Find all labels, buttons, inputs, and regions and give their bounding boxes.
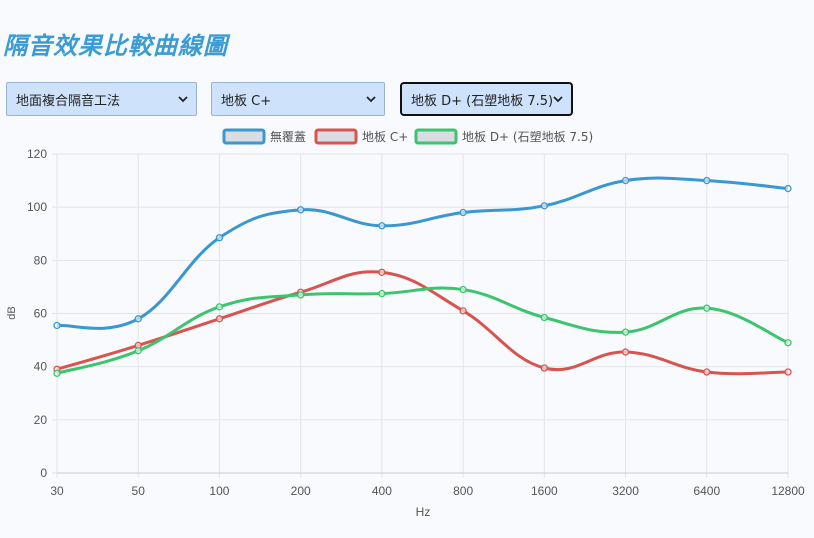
x-tick-label: 100 [209, 484, 229, 498]
data-point[interactable] [703, 368, 711, 376]
x-tick-label: 6400 [693, 484, 720, 498]
x-tick-label: 800 [453, 484, 473, 498]
compare-a-select-value: 地板 C+ [221, 93, 272, 109]
x-tick-label: 3200 [612, 484, 639, 498]
data-point[interactable] [540, 313, 548, 322]
y-axis-label: dB [6, 306, 18, 319]
data-point[interactable] [703, 176, 711, 185]
legend-item-2[interactable]: 地板 C+ [314, 128, 408, 145]
data-point[interactable] [134, 315, 142, 323]
x-tick-label: 30 [50, 484, 64, 498]
method-select[interactable]: 地面複合隔音工法 [6, 82, 197, 116]
data-point[interactable] [53, 321, 61, 330]
legend-item-3[interactable]: 地板 D+ (石塑地板 7.5) [414, 128, 593, 145]
x-tick-label: 50 [132, 484, 146, 498]
data-point[interactable] [459, 307, 467, 315]
x-tick-label: 1600 [531, 484, 558, 498]
data-point[interactable] [784, 184, 792, 193]
legend-swatch [414, 128, 458, 145]
data-point[interactable] [459, 208, 467, 217]
data-point[interactable] [297, 206, 305, 214]
chevron-down-icon [178, 96, 188, 103]
y-tick-label: 80 [34, 253, 48, 267]
x-axis-label: Hz [416, 505, 431, 519]
compare-b-select[interactable]: 地板 D+ (石塑地板 7.5) [400, 82, 573, 116]
series-line-2 [56, 270, 789, 376]
data-point[interactable] [378, 222, 386, 230]
y-tick-label: 120 [27, 147, 47, 161]
compare-a-select[interactable]: 地板 C+ [211, 82, 385, 116]
data-point[interactable] [540, 202, 548, 210]
data-point[interactable] [378, 289, 386, 298]
series-line-1 [56, 176, 789, 330]
legend-swatch [222, 128, 266, 145]
x-tick-label: 400 [372, 484, 392, 498]
data-point[interactable] [784, 368, 792, 376]
data-point[interactable] [53, 369, 61, 377]
data-point[interactable] [784, 339, 792, 347]
legend-swatch [314, 128, 358, 145]
compare-b-select-value: 地板 D+ (石塑地板 7.5) [411, 93, 553, 109]
y-tick-label: 20 [34, 413, 48, 427]
y-tick-label: 60 [34, 307, 48, 321]
page-title: 隔音效果比較曲線圖 [3, 32, 228, 60]
legend-label: 無覆蓋 [270, 129, 306, 144]
legend-label: 地板 D+ (石塑地板 7.5) [462, 129, 593, 144]
data-point[interactable] [621, 348, 630, 356]
data-point[interactable] [297, 291, 305, 299]
legend-label: 地板 C+ [362, 130, 408, 144]
y-tick-label: 100 [27, 200, 47, 214]
data-point[interactable] [703, 304, 711, 312]
legend-item-1[interactable]: 無覆蓋 [222, 128, 306, 145]
data-point[interactable] [459, 285, 467, 294]
method-select-value: 地面複合隔音工法 [16, 93, 121, 109]
x-tick-label: 200 [291, 484, 311, 498]
data-point[interactable] [378, 268, 386, 276]
data-point[interactable] [215, 315, 224, 323]
data-point[interactable] [215, 303, 224, 311]
data-point[interactable] [215, 234, 224, 242]
data-point[interactable] [621, 328, 630, 336]
chevron-down-icon [553, 96, 563, 103]
x-tick-label: 12800 [771, 484, 805, 498]
data-point[interactable] [134, 347, 142, 355]
chevron-down-icon [366, 96, 376, 103]
series-line-3 [56, 286, 789, 375]
data-point[interactable] [540, 364, 548, 372]
y-tick-label: 0 [40, 466, 47, 480]
data-point[interactable] [621, 176, 630, 185]
y-tick-label: 40 [34, 360, 48, 374]
